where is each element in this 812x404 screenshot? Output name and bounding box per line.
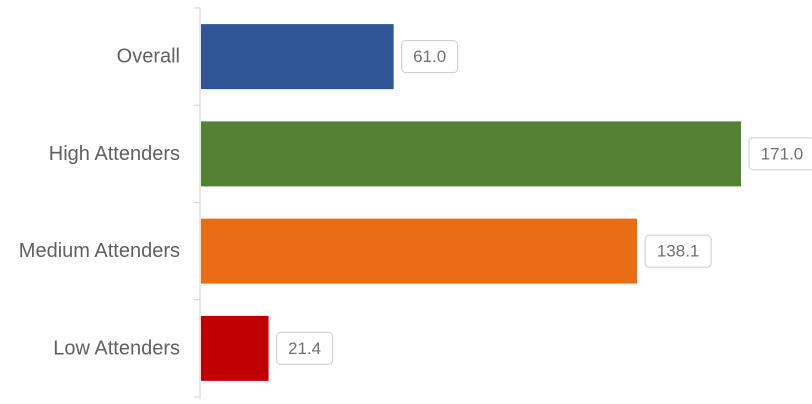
category-label: Overall (117, 46, 180, 68)
bar (201, 315, 269, 381)
bars-layer (201, 24, 741, 381)
data-label-box (401, 40, 459, 74)
bar (201, 218, 638, 284)
bar (201, 121, 741, 187)
data-label: 138.1 (657, 242, 700, 261)
axis-layer (194, 7, 201, 399)
data-label-box (748, 137, 812, 171)
data-label: 21.4 (288, 339, 321, 358)
category-label: Medium Attenders (19, 240, 180, 262)
labels-layer: Overall 61.0 High Attenders 171.0 Medium Att… (19, 40, 812, 365)
data-label-box (644, 234, 712, 268)
category-label: High Attenders (49, 143, 180, 165)
data-label-box (276, 331, 334, 365)
category-label: Low Attenders (53, 337, 180, 359)
bar (201, 24, 394, 90)
data-label: 171.0 (761, 144, 804, 163)
data-label: 61.0 (413, 47, 446, 66)
